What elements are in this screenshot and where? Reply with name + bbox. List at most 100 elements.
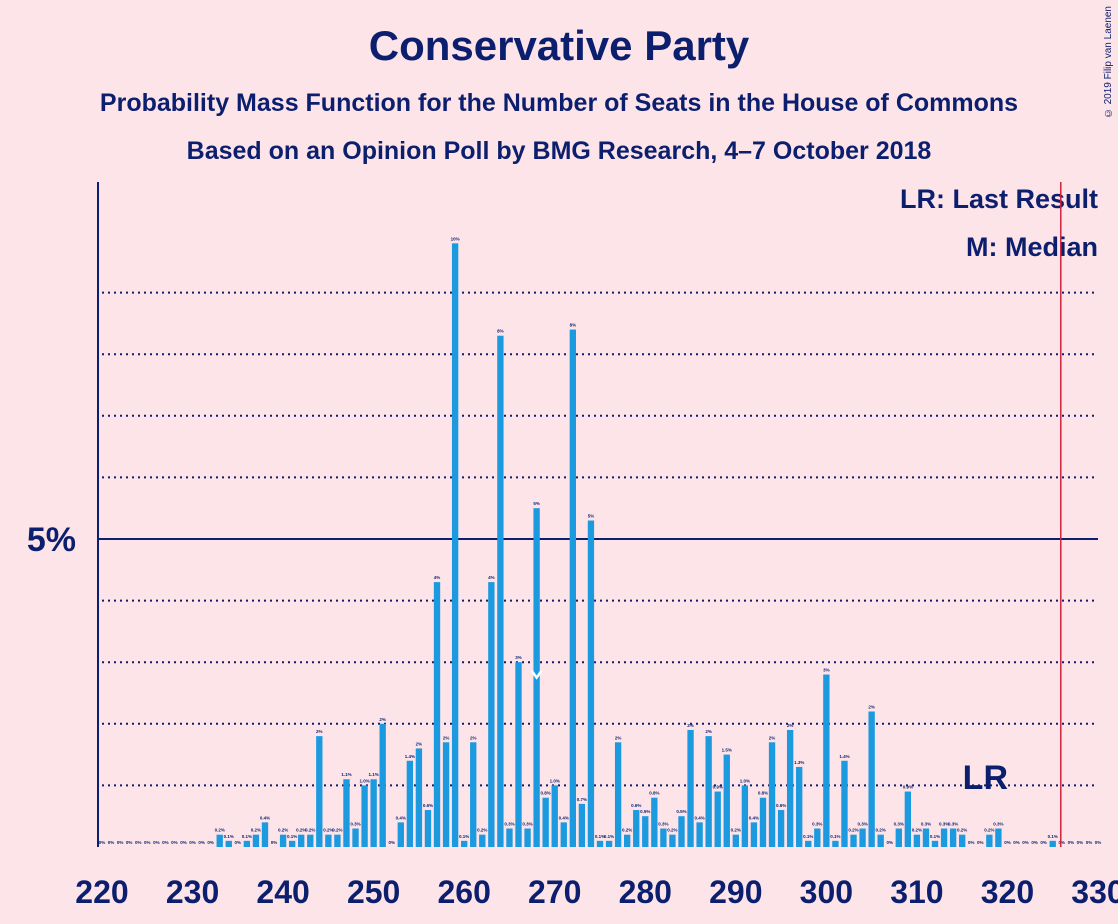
bar-seat-285 (687, 729, 694, 847)
bar-seat-314 (949, 828, 957, 847)
bar-label-307: 0% (886, 840, 893, 845)
x-tick-label-270: 270 (528, 874, 581, 910)
bar-label-286: 0.4% (694, 815, 704, 820)
last-result-label: LR (963, 759, 1008, 797)
bar-label-313: 0.3% (939, 822, 949, 827)
bar-label-257: 4% (434, 575, 441, 580)
bar-label-319: 0.3% (993, 822, 1003, 827)
legend-median: M: Median (966, 232, 1098, 262)
bar-label-246: 0.2% (332, 828, 342, 833)
bar-seat-264 (497, 335, 504, 847)
bar-label-330: 0% (1095, 840, 1102, 845)
bar-seat-270 (551, 785, 558, 847)
y-tick-label: 5% (27, 521, 76, 559)
bar-seat-289 (723, 754, 730, 847)
bar-label-240: 0.2% (278, 828, 288, 833)
bar-label-308: 0.3% (894, 822, 904, 827)
bar-label-248: 0.3% (350, 822, 360, 827)
bar-seat-256 (424, 810, 432, 847)
bar-seat-287 (705, 736, 712, 847)
bar-label-249: 1.0% (359, 778, 369, 783)
bar-seat-292 (750, 822, 758, 847)
bar-label-226: 0% (153, 840, 160, 845)
bar-seat-278 (623, 834, 631, 847)
bar-label-237: 0.2% (251, 828, 261, 833)
bar-label-224: 0% (135, 840, 142, 845)
bar-seat-318 (986, 834, 993, 847)
bar-seat-297 (796, 766, 803, 847)
bar-label-241: 0.1% (287, 834, 297, 839)
bar-label-243: 0.2% (305, 828, 315, 833)
bar-seat-281 (651, 797, 658, 847)
bar-label-231: 0% (198, 840, 205, 845)
bar-label-255: 2% (416, 741, 423, 746)
bar-label-300: 3% (823, 668, 830, 673)
bar-label-221: 0% (108, 840, 115, 845)
bar-label-302: 1.4% (839, 754, 849, 759)
bar-label-328: 0% (1077, 840, 1084, 845)
bar-seat-306 (877, 834, 884, 847)
bar-label-309: 0.9% (903, 785, 913, 790)
bar-seat-261 (470, 742, 477, 847)
bar-label-292: 0.4% (749, 815, 759, 820)
bar-label-228: 0% (171, 840, 178, 845)
bar-seat-244 (316, 736, 323, 847)
bar-label-311: 0.3% (921, 822, 931, 827)
bar-label-236: 0.1% (242, 834, 252, 839)
bar-label-323: 0% (1031, 840, 1038, 845)
bar-label-233: 0.2% (215, 828, 225, 833)
x-tick-label-230: 230 (166, 874, 219, 910)
bar-seat-260 (461, 840, 468, 847)
bar-label-279: 0.6% (631, 803, 641, 808)
bar-seat-304 (859, 828, 866, 847)
bar-label-265: 0.3% (504, 822, 514, 827)
bar-seat-298 (805, 840, 812, 847)
bar-label-283: 0.2% (667, 828, 677, 833)
bar-seat-241 (288, 840, 296, 847)
bar-seat-236 (243, 840, 251, 847)
median-marker (530, 669, 543, 680)
bar-seat-262 (479, 834, 486, 847)
bar-label-315: 0.2% (957, 828, 967, 833)
bar-seat-310 (913, 834, 921, 847)
bar-label-287: 2% (705, 729, 712, 734)
x-tick-label-260: 260 (437, 874, 490, 910)
bar-seat-312 (931, 840, 939, 847)
bar-label-251: 2% (379, 717, 386, 722)
bar-seat-303 (850, 834, 857, 847)
bar-seat-249 (361, 785, 368, 847)
x-tick-label-300: 300 (800, 874, 853, 910)
bar-seat-286 (696, 822, 703, 847)
bar-seat-282 (660, 828, 667, 847)
bar-seat-254 (406, 760, 414, 847)
bar-label-281: 0.8% (649, 791, 659, 796)
x-tick-label-320: 320 (981, 874, 1034, 910)
bar-seat-257 (433, 582, 441, 847)
bar-seat-291 (741, 785, 749, 847)
bar-label-299: 0.3% (812, 822, 822, 827)
bar-seat-277 (614, 742, 622, 847)
bar-label-261: 2% (470, 735, 477, 740)
bar-seat-246 (334, 834, 341, 847)
bar-label-318: 0.2% (984, 828, 994, 833)
bar-label-306: 0.2% (876, 828, 886, 833)
bar-label-310: 0.2% (912, 828, 922, 833)
bar-seat-325 (1049, 840, 1056, 847)
bar-label-298: 0.1% (803, 834, 813, 839)
bar-label-250: 1.1% (369, 772, 379, 777)
bar-seat-319 (995, 828, 1002, 847)
bar-seat-290 (732, 834, 739, 847)
bar-seat-288 (714, 791, 721, 847)
bar-label-288: 0.9% (713, 785, 723, 790)
bar-seat-250 (370, 779, 377, 847)
bar-seat-248 (352, 828, 359, 847)
bar-label-317: 0% (977, 840, 984, 845)
bar-label-276: 0.1% (604, 834, 614, 839)
bar-label-274: 5% (588, 514, 595, 519)
bar-label-227: 0% (162, 840, 169, 845)
bar-seat-296 (786, 729, 794, 847)
bar-label-223: 0% (126, 840, 133, 845)
bar-seat-240 (279, 834, 287, 847)
x-tick-label-240: 240 (256, 874, 309, 910)
bar-seat-272 (569, 329, 577, 847)
